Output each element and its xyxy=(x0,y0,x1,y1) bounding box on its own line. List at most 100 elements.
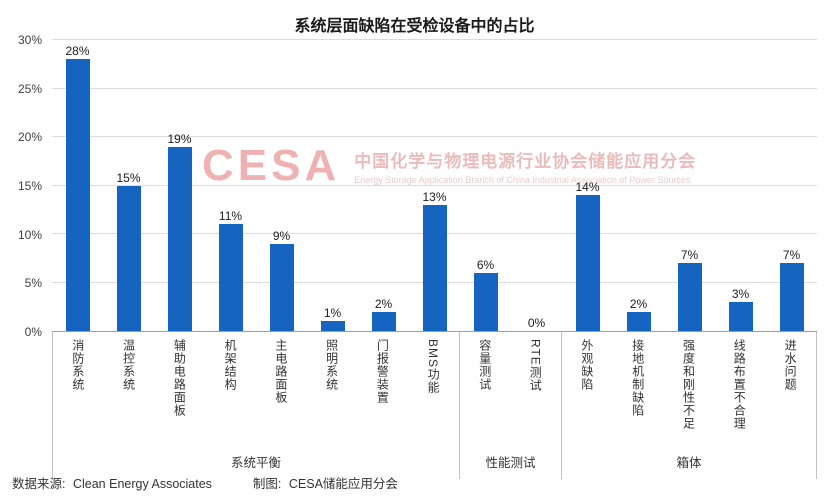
bar-value-label: 14% xyxy=(575,180,600,195)
source-value: Clean Energy Associates xyxy=(72,477,212,491)
bar-cell: 7% xyxy=(766,40,817,331)
y-tick-label: 20% xyxy=(17,130,42,145)
category-cell: 消防系统 xyxy=(53,332,104,446)
category-cell: BMS功能 xyxy=(408,332,459,446)
gridline xyxy=(52,39,817,40)
y-tick-label: 30% xyxy=(17,33,42,47)
category-label: 接地机制缺陷 xyxy=(630,339,645,417)
bar xyxy=(626,311,651,331)
bar-cell: 3% xyxy=(715,40,766,331)
category-label-row: 容量测试 RTE测试 xyxy=(460,332,561,446)
bar xyxy=(269,243,294,331)
bar-value-label: 9% xyxy=(272,228,291,243)
bar-cell: 0% xyxy=(511,40,562,331)
category-cell: 机架结构 xyxy=(205,332,256,446)
gridline xyxy=(52,136,817,137)
category-label-row: 外观缺陷 接地机制缺陷 强度和刚性不足 线路布置不合理 进水问题 xyxy=(562,332,816,446)
plot-region: 0% 5% 10% 15% 20% 25% 30% 28% 15% 19% 11% 9% 1% 2% 13… xyxy=(8,34,819,338)
category-label: 机架结构 xyxy=(223,339,238,391)
category-axis: 消防系统 温控系统 辅助电路面板 机架结构 主电路面板 照明系统 门报警装置 BMS功能系统平… xyxy=(52,332,817,479)
bar-cell: 7% xyxy=(664,40,715,331)
bar-cell: 19% xyxy=(154,40,205,331)
category-label: 门报警装置 xyxy=(375,339,390,404)
bar-value-label: 6% xyxy=(476,257,495,272)
group-label: 性能测试 xyxy=(485,456,536,470)
category-cell: 照明系统 xyxy=(307,332,358,446)
bar-cell: 13% xyxy=(409,40,460,331)
bar-value-label: 13% xyxy=(422,189,447,204)
bar-value-label: 28% xyxy=(65,44,90,59)
footer: 数据来源: Clean Energy Associates 制图: CESA储能… xyxy=(12,473,402,492)
bar-cell: 15% xyxy=(103,40,154,331)
bar xyxy=(320,321,345,331)
category-cell: 外观缺陷 xyxy=(562,332,613,446)
bar xyxy=(575,195,600,331)
bar xyxy=(422,204,447,331)
bar-cell: 2% xyxy=(358,40,409,331)
bar-cell: 9% xyxy=(256,40,307,331)
y-tick-label: 25% xyxy=(17,81,42,96)
category-label: 强度和刚性不足 xyxy=(681,339,696,430)
credit-value: CESA储能应用分会 xyxy=(288,477,398,491)
category-group: 外观缺陷 接地机制缺陷 强度和刚性不足 线路布置不合理 进水问题 箱体 xyxy=(562,332,817,479)
category-label: BMS功能 xyxy=(426,339,441,395)
category-label: 辅助电路面板 xyxy=(172,339,187,417)
bar-cell: 1% xyxy=(307,40,358,331)
category-cell: 线路布置不合理 xyxy=(714,332,765,446)
group-label: 系统平衡 xyxy=(230,456,281,470)
source-label: 数据来源: xyxy=(12,477,66,491)
category-label: 消防系统 xyxy=(70,339,85,391)
category-cell: RTE测试 xyxy=(511,332,562,446)
bar xyxy=(677,263,702,331)
category-label: 外观缺陷 xyxy=(579,339,594,391)
bar-value-label: 7% xyxy=(680,248,699,263)
bar-cell: 11% xyxy=(205,40,256,331)
gridline xyxy=(52,184,817,186)
category-cell: 主电路面板 xyxy=(256,332,307,446)
bar-value-label: 0% xyxy=(527,316,546,330)
category-cell: 容量测试 xyxy=(460,332,511,446)
bar xyxy=(116,185,141,331)
category-cell: 进水问题 xyxy=(765,332,816,446)
category-label: 温控系统 xyxy=(121,339,136,391)
category-cell: 辅助电路面板 xyxy=(155,332,206,446)
bar-value-label: 2% xyxy=(629,296,648,311)
bar-value-label: 19% xyxy=(167,131,192,146)
category-cell: 强度和刚性不足 xyxy=(664,332,715,446)
category-label: 容量测试 xyxy=(477,339,492,391)
bar-value-label: 3% xyxy=(731,286,750,301)
y-tick-label: 5% xyxy=(24,276,42,291)
bar-value-label: 15% xyxy=(116,170,141,185)
y-tick-label: 15% xyxy=(17,179,42,193)
bar xyxy=(371,311,396,331)
bar-cell: 28% xyxy=(52,40,103,331)
bar-cell: 2% xyxy=(613,40,664,331)
bar xyxy=(779,263,804,331)
category-label: 线路布置不合理 xyxy=(732,339,747,430)
bar xyxy=(473,272,498,331)
bar-cell: 6% xyxy=(460,40,511,331)
bar-value-label: 1% xyxy=(323,306,342,321)
category-label: 主电路面板 xyxy=(273,339,288,404)
bar xyxy=(728,301,753,331)
y-axis: 0% 5% 10% 15% 20% 25% 30% xyxy=(8,34,46,338)
bar xyxy=(65,59,90,331)
category-group: 容量测试 RTE测试性能测试 xyxy=(460,332,562,479)
bar xyxy=(218,224,243,331)
category-cell: 温控系统 xyxy=(104,332,155,446)
category-label: 进水问题 xyxy=(783,339,798,391)
category-cell: 接地机制缺陷 xyxy=(613,332,664,446)
category-label: 照明系统 xyxy=(324,339,339,391)
category-group: 消防系统 温控系统 辅助电路面板 机架结构 主电路面板 照明系统 门报警装置 BMS功能系统平… xyxy=(52,332,460,479)
bar-value-label: 7% xyxy=(782,248,801,263)
bars-row: 28% 15% 19% 11% 9% 1% 2% 13% 6% 0% 14% 2% 7% 3% 7% xyxy=(52,40,817,331)
category-label-row: 消防系统 温控系统 辅助电路面板 机架结构 主电路面板 照明系统 门报警装置 BMS功能 xyxy=(53,332,459,446)
bar-value-label: 11% xyxy=(218,209,243,224)
category-label: RTE测试 xyxy=(528,339,543,392)
bar-cell: 14% xyxy=(562,40,613,331)
bar xyxy=(167,146,192,331)
y-tick-label: 0% xyxy=(24,325,42,339)
plot-area: 28% 15% 19% 11% 9% 1% 2% 13% 6% 0% 14% 2% 7% 3% 7% xyxy=(52,39,817,332)
y-tick-label: 10% xyxy=(17,227,42,242)
